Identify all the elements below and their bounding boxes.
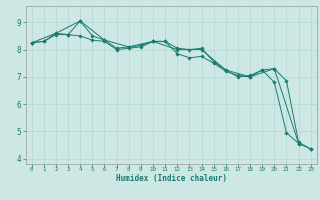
X-axis label: Humidex (Indice chaleur): Humidex (Indice chaleur) [116, 174, 227, 183]
